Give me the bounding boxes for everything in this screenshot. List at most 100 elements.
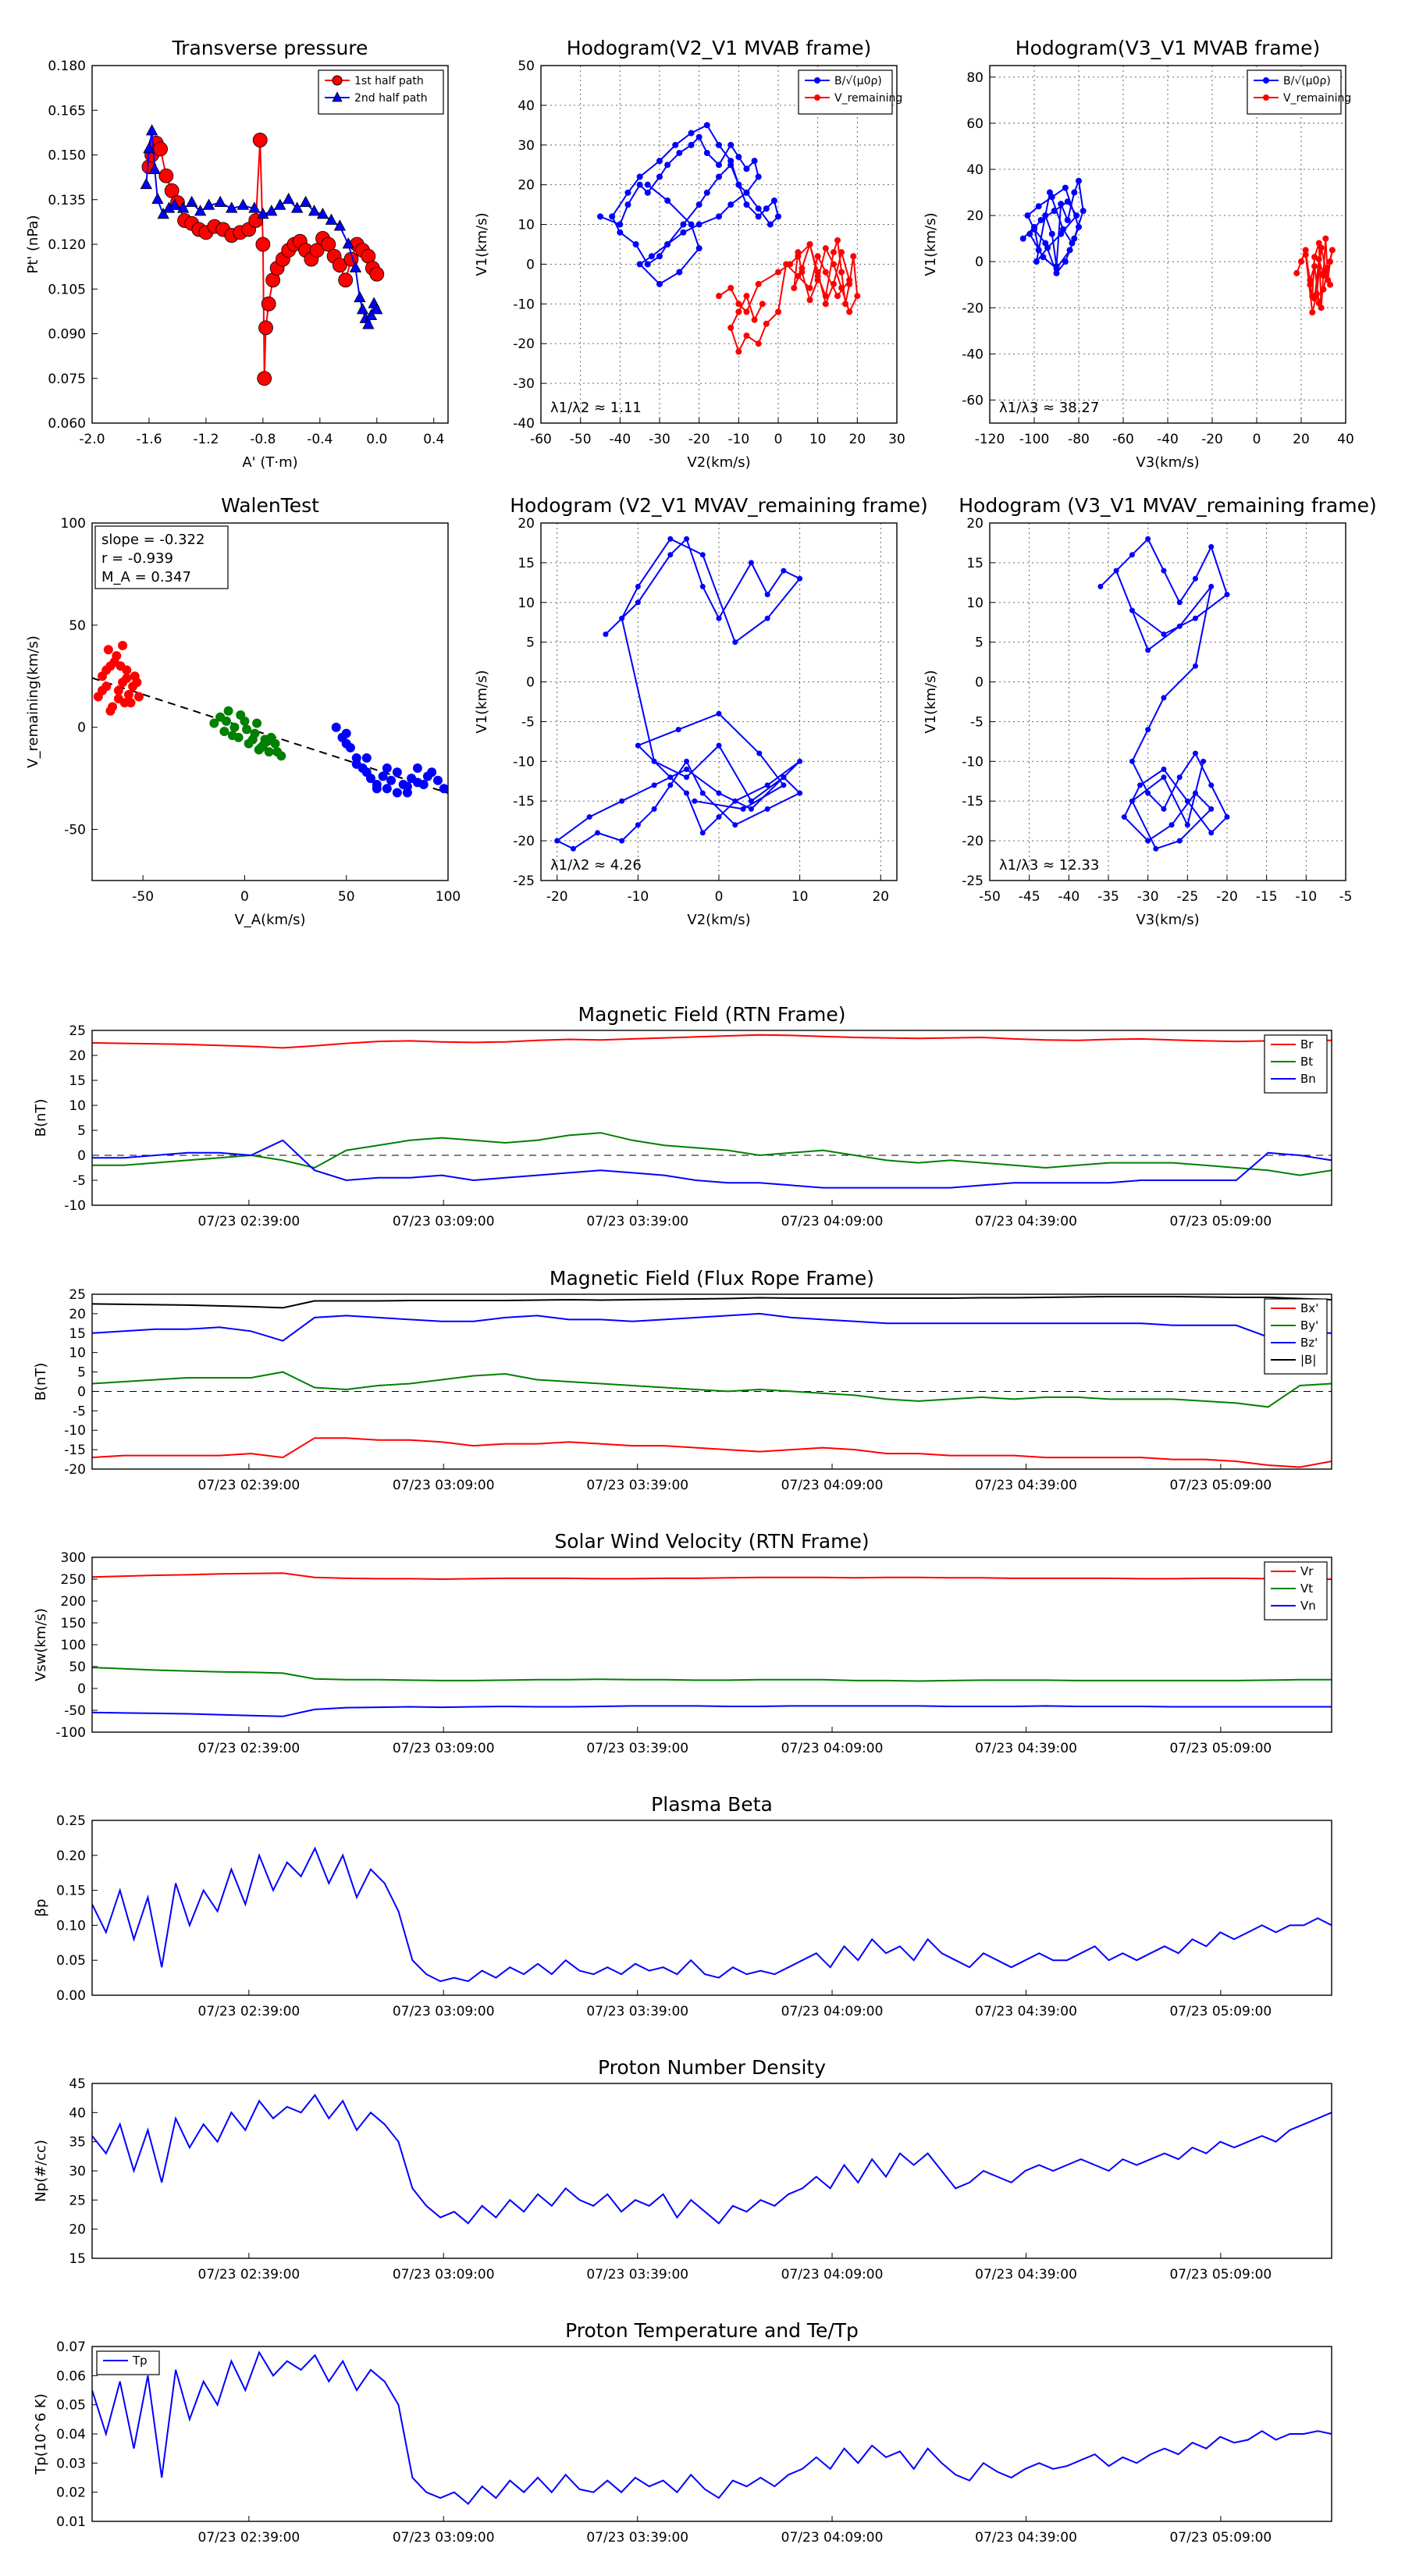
x-tick-label: 0.0 <box>366 432 387 447</box>
data-point <box>656 253 663 260</box>
data-layer <box>92 1572 1332 1717</box>
data-point <box>1058 201 1065 208</box>
time-tick-label: 07/23 04:39:00 <box>975 1478 1077 1493</box>
data-point <box>664 197 671 205</box>
y-axis-label: Pt' (nPa) <box>25 215 41 273</box>
time-tick-label: 07/23 03:39:00 <box>586 2267 688 2282</box>
x-tick-label: 0 <box>240 889 249 905</box>
data-point <box>688 141 695 148</box>
time-tick-label: 07/23 05:09:00 <box>1169 2530 1272 2546</box>
data-point <box>1080 208 1087 215</box>
x-tick-label: -15 <box>1256 889 1278 905</box>
data-point <box>570 845 576 852</box>
data-point <box>759 301 766 308</box>
time-tick-label: 07/23 04:09:00 <box>781 1741 884 1756</box>
data-point <box>342 237 354 249</box>
x-axis-label: V_A(km/s) <box>234 912 305 928</box>
data-point <box>1076 177 1082 184</box>
data-point <box>214 195 226 207</box>
data-point <box>1071 189 1078 196</box>
data-point <box>1161 806 1167 812</box>
data-point <box>221 716 231 726</box>
data-point <box>783 261 790 268</box>
data-point <box>740 806 746 812</box>
data-point <box>1060 226 1067 233</box>
y-tick-label: 40 <box>966 162 984 178</box>
data-point <box>684 535 690 542</box>
data-point <box>727 141 735 148</box>
y-tick-label: 5 <box>77 1365 86 1381</box>
legend-label: V_remaining <box>834 92 902 105</box>
series-line-Vr <box>92 1572 1332 1581</box>
data-point <box>751 316 758 323</box>
data-point <box>651 806 657 812</box>
data-point <box>1044 244 1051 251</box>
x-tick-label: 0 <box>774 432 783 447</box>
legend-label: Bx' <box>1300 1301 1318 1315</box>
data-point <box>338 272 354 288</box>
data-point <box>1161 774 1167 781</box>
y-tick-label: 5 <box>77 1123 86 1139</box>
y-tick-label: 10 <box>518 596 535 611</box>
data-point <box>265 205 278 216</box>
x-tick-label: -10 <box>1295 889 1317 905</box>
y-tick-label: 0 <box>526 675 535 691</box>
y-tick-label: -20 <box>962 301 984 316</box>
x-tick-label: -50 <box>570 432 592 447</box>
data-point <box>748 560 754 566</box>
legend-label: Bn <box>1300 1072 1316 1086</box>
y-tick-label: 50 <box>69 618 86 634</box>
x-tick-label: -80 <box>1068 432 1090 447</box>
data-point <box>806 297 813 304</box>
data-point <box>103 645 113 655</box>
data-point <box>1048 230 1055 237</box>
x-tick-label: -30 <box>1137 889 1159 905</box>
chart-title: Plasma Beta <box>651 1793 773 1816</box>
data-point <box>743 308 750 315</box>
data-point <box>636 173 643 180</box>
data-point <box>1322 265 1329 272</box>
data-point <box>699 830 706 836</box>
data-point <box>716 162 722 169</box>
y-tick-label: -15 <box>513 794 535 809</box>
time-tick-label: 07/23 05:09:00 <box>1169 2004 1272 2019</box>
y-tick-label: 50 <box>69 1660 86 1675</box>
data-point <box>830 261 837 268</box>
time-tick-label: 07/23 03:09:00 <box>393 1741 495 1756</box>
time-tick-label: 07/23 03:39:00 <box>586 1214 688 1229</box>
data-point <box>226 201 238 213</box>
time-tick-label: 07/23 02:39:00 <box>198 1214 301 1229</box>
y-tick-label: -40 <box>962 347 984 362</box>
y-tick-label: 20 <box>69 2222 86 2238</box>
data-point <box>656 280 663 287</box>
y-axis-label: V1(km/s) <box>923 212 939 276</box>
data-point <box>309 243 325 258</box>
x-tick-label: 40 <box>1337 432 1354 447</box>
data-point <box>132 678 142 688</box>
series-line-Bn <box>92 1139 1332 1189</box>
data-point <box>1192 575 1198 582</box>
data-point <box>1051 208 1058 215</box>
plot-frame <box>989 65 1346 424</box>
time-tick-label: 07/23 04:09:00 <box>781 2004 884 2019</box>
y-tick-label: 0.03 <box>56 2456 86 2471</box>
data-point <box>1318 244 1325 251</box>
series-line-Vt <box>92 1667 1332 1682</box>
data-point <box>1024 212 1031 219</box>
data-layer <box>1097 535 1230 852</box>
data-point <box>1309 309 1316 316</box>
data-point <box>1307 281 1314 288</box>
y-axis-label: V_remaining(km/s) <box>25 635 41 768</box>
data-point <box>586 814 592 820</box>
time-tick-label: 07/23 03:09:00 <box>393 1214 495 1229</box>
data-point <box>684 767 690 773</box>
data-point <box>834 237 841 244</box>
legend-marker <box>814 94 820 101</box>
series-line-V <box>555 537 802 850</box>
data-point <box>1176 623 1183 629</box>
y-tick-label: -10 <box>64 1198 86 1214</box>
x-tick-label: -2.0 <box>79 432 105 447</box>
data-point <box>252 718 262 728</box>
data-point <box>1208 583 1215 589</box>
